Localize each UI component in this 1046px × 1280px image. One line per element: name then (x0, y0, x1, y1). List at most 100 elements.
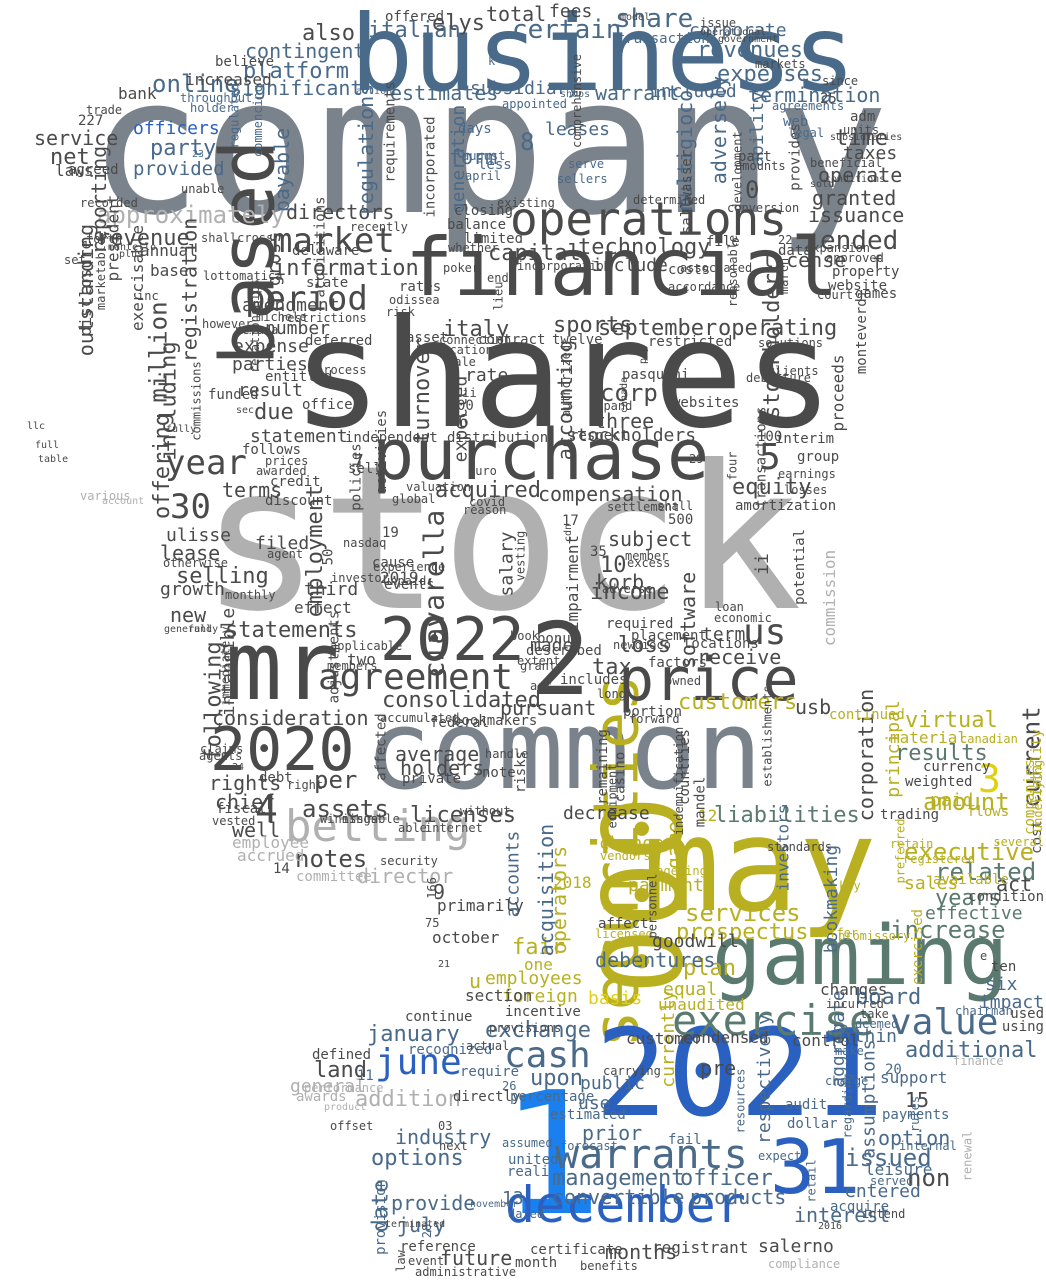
word-book: book (510, 629, 539, 643)
word-turnover: turnover (409, 338, 435, 444)
word-vested: vested (212, 814, 256, 828)
word-chairman: chairman (955, 1004, 1013, 1018)
word-annual: annual (140, 241, 198, 260)
word-forth: forth (86, 232, 123, 246)
word-number: number (265, 318, 331, 339)
word-percentage: percentage (510, 1089, 595, 1105)
word-described: described (526, 643, 602, 659)
word-2016: 2016 (818, 1221, 843, 1232)
word-issued: issued (845, 1144, 932, 1172)
word-9: 9 (433, 880, 446, 904)
word-public: public (580, 1073, 646, 1094)
word-restricted: restricted (648, 334, 733, 350)
word-serve: serve (568, 157, 605, 171)
word-03: 03 (438, 1119, 453, 1133)
word-loan: loan (715, 600, 744, 614)
word-control: control (792, 1031, 860, 1050)
word-fund: fund (188, 624, 213, 635)
word-government: government (718, 34, 779, 45)
word-full: full (35, 440, 60, 451)
word-italian: italian (368, 18, 461, 43)
word-product: product (324, 1102, 367, 1113)
word-executive: executive (904, 838, 1035, 866)
word-awards: awards (296, 1089, 347, 1105)
word-nasdaq: nasdaq (343, 536, 387, 550)
word-impairment: impairment (563, 534, 583, 632)
word-purchase: purchase (372, 414, 710, 496)
word-key: key (839, 879, 861, 893)
word-20: 20 (885, 1062, 902, 1078)
word-adm: adm (850, 109, 876, 125)
word-elys: elys (432, 11, 485, 36)
word-llc: llc (27, 421, 46, 432)
word-gaming: gaming (712, 909, 1009, 1004)
word-compensation: compensation (538, 482, 683, 506)
word-united: united (508, 1152, 559, 1168)
word-entitled: entitled (265, 369, 333, 385)
word-registrant: registrant (652, 1238, 749, 1257)
word-extent: extent (517, 654, 561, 668)
word-right: right (287, 778, 324, 792)
word-data: data (778, 243, 812, 259)
word-capital: capital (488, 241, 581, 266)
word-us: us (743, 612, 787, 653)
word-member: member (625, 549, 669, 563)
word-assets: assets (302, 795, 389, 823)
word-may: may (642, 789, 877, 941)
word-resources: resources (733, 1068, 748, 1134)
word-management: management (552, 1166, 685, 1191)
word-goodwill: goodwill (652, 931, 739, 952)
word-incorporation: incorporation (517, 259, 611, 273)
word-property: property (832, 264, 900, 280)
word-closing: closing (454, 203, 514, 219)
word-private: private (402, 771, 462, 787)
word-time: time (835, 126, 888, 151)
word-corporate: corporate (689, 20, 787, 41)
word-cash: cash (504, 1035, 591, 1076)
word-used: used (1010, 1006, 1044, 1022)
word-offered: offered (385, 9, 445, 25)
word-sale: sale (447, 355, 476, 369)
word-account: account (102, 496, 145, 507)
word-without: without (460, 804, 511, 818)
word-several: several (993, 835, 1044, 849)
word-two: two (347, 650, 376, 669)
word-trade: trade (86, 103, 123, 117)
word-less: less (478, 157, 512, 173)
word-customers: customers (678, 690, 798, 715)
word-year: year (165, 443, 247, 483)
word-units: units (843, 123, 880, 137)
word-also: also (302, 21, 355, 46)
word-usb: usb (795, 695, 832, 719)
word-dollar: dollar (787, 1116, 838, 1132)
word-retail: retail (804, 1159, 819, 1203)
word-100: 100 (757, 429, 783, 445)
word-grant: grant (520, 659, 557, 673)
word-estimated: estimated (550, 1107, 626, 1123)
word-changes: changes (820, 980, 888, 999)
word-price: price (618, 645, 799, 715)
word-adjustments: adjustments (326, 610, 343, 704)
word-2018: 2018 (553, 873, 592, 892)
word-policies: policies (348, 443, 365, 511)
word-bank: bank (118, 84, 157, 103)
word-awarded: awarded (256, 464, 307, 478)
word-14: 14 (273, 861, 290, 877)
word-vendors: vendors (600, 849, 651, 863)
word-set: set (64, 253, 86, 267)
word-recorded: recorded (80, 196, 138, 210)
word-amount: amount (923, 788, 1010, 816)
word-continue: continue (405, 1009, 473, 1025)
word-4: 4 (255, 787, 278, 831)
word-regulated: regulated (227, 83, 242, 149)
word-fail: fail (668, 1132, 702, 1148)
word-provide: provide (391, 1191, 476, 1215)
word-weighted: weighted (905, 774, 973, 790)
word-authorized: authorized (559, 344, 574, 418)
word-parties: parties (232, 354, 308, 375)
word-economic: economic (714, 611, 772, 625)
word-chief: chief (215, 790, 276, 814)
word-agents: agents (199, 749, 243, 763)
word-poker: poker (443, 261, 480, 275)
word-well: well (232, 818, 281, 842)
